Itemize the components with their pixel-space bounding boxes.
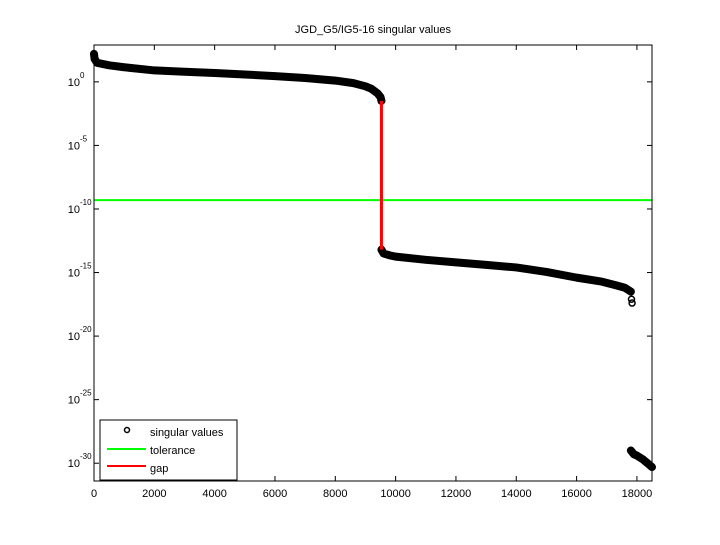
singular-value-point: [210, 69, 219, 77]
singular-value-point: [349, 79, 358, 87]
legend-label-tolerance: tolerance: [150, 445, 195, 457]
singular-value-point: [621, 284, 629, 292]
y-tick-exponent: -25: [80, 389, 92, 398]
x-tick-label: 18000: [622, 488, 653, 500]
legend: singular values tolerance gap: [99, 419, 238, 481]
legend-label-gap: gap: [150, 463, 168, 475]
plot-area: 0 2000 4000 6000 8000 10000 12000 14000 16000 180…: [68, 44, 656, 500]
y-tick-label: 10: [68, 458, 80, 470]
y-tick-label: 10: [68, 395, 80, 407]
singular-value-point: [180, 67, 189, 76]
singular-value-point: [542, 268, 551, 276]
x-tick-label: 8000: [323, 488, 347, 500]
x-tick-label: 10000: [380, 488, 411, 500]
singular-value-point: [452, 258, 460, 267]
singular-value-point: [361, 82, 370, 91]
singular-value-point: [367, 85, 376, 93]
singular-value-point: [627, 287, 635, 296]
y-tick-exponent: -30: [80, 452, 92, 461]
y-tick-exponent: -5: [80, 134, 88, 143]
x-tick-label: 4000: [202, 488, 226, 500]
singular-value-point: [376, 93, 385, 101]
singular-values-trail: [90, 49, 386, 105]
x-tick-label: 14000: [501, 488, 532, 500]
singular-value-point: [422, 256, 430, 264]
x-tick-label: 6000: [263, 488, 287, 500]
y-tick-label: 10: [68, 140, 80, 152]
singular-value-point: [241, 70, 249, 79]
singular-value-point: [271, 72, 279, 80]
singular-value-point: [596, 277, 605, 286]
legend-marker-singular-values: [123, 426, 131, 434]
y-tick-exponent: 0: [80, 71, 85, 80]
y-tick-exponent: -10: [80, 198, 92, 207]
singular-value-point: [512, 263, 521, 272]
y-tick-label: 10: [68, 268, 80, 280]
singular-value-point: [628, 299, 636, 307]
singular-value-point: [331, 76, 340, 85]
x-tick-label: 12000: [441, 488, 472, 500]
y-tick-label: 10: [68, 204, 80, 216]
y-tick-exponent: -20: [80, 325, 92, 334]
x-tick-label: 16000: [561, 488, 592, 500]
y-tick-label: 10: [68, 331, 80, 343]
singular-value-point: [612, 281, 620, 289]
singular-value-point: [105, 61, 113, 70]
singular-value-point: [482, 261, 490, 269]
singular-value-point: [627, 295, 636, 303]
chart-title: JGD_G5/IG5-16 singular values: [295, 24, 451, 36]
singular-value-point: [150, 66, 159, 75]
axes-box: [93, 44, 653, 482]
singular-value-point: [120, 63, 128, 71]
y-tick-label: 10: [68, 77, 80, 89]
x-tick-label: 2000: [142, 488, 166, 500]
singular-value-point: [391, 252, 400, 261]
x-tick-label: 0: [91, 488, 97, 500]
y-tick-exponent: -15: [80, 262, 92, 271]
singular-value-point: [301, 74, 309, 82]
legend-label-singular-values: singular values: [150, 427, 224, 439]
singular-value-point: [572, 273, 581, 282]
